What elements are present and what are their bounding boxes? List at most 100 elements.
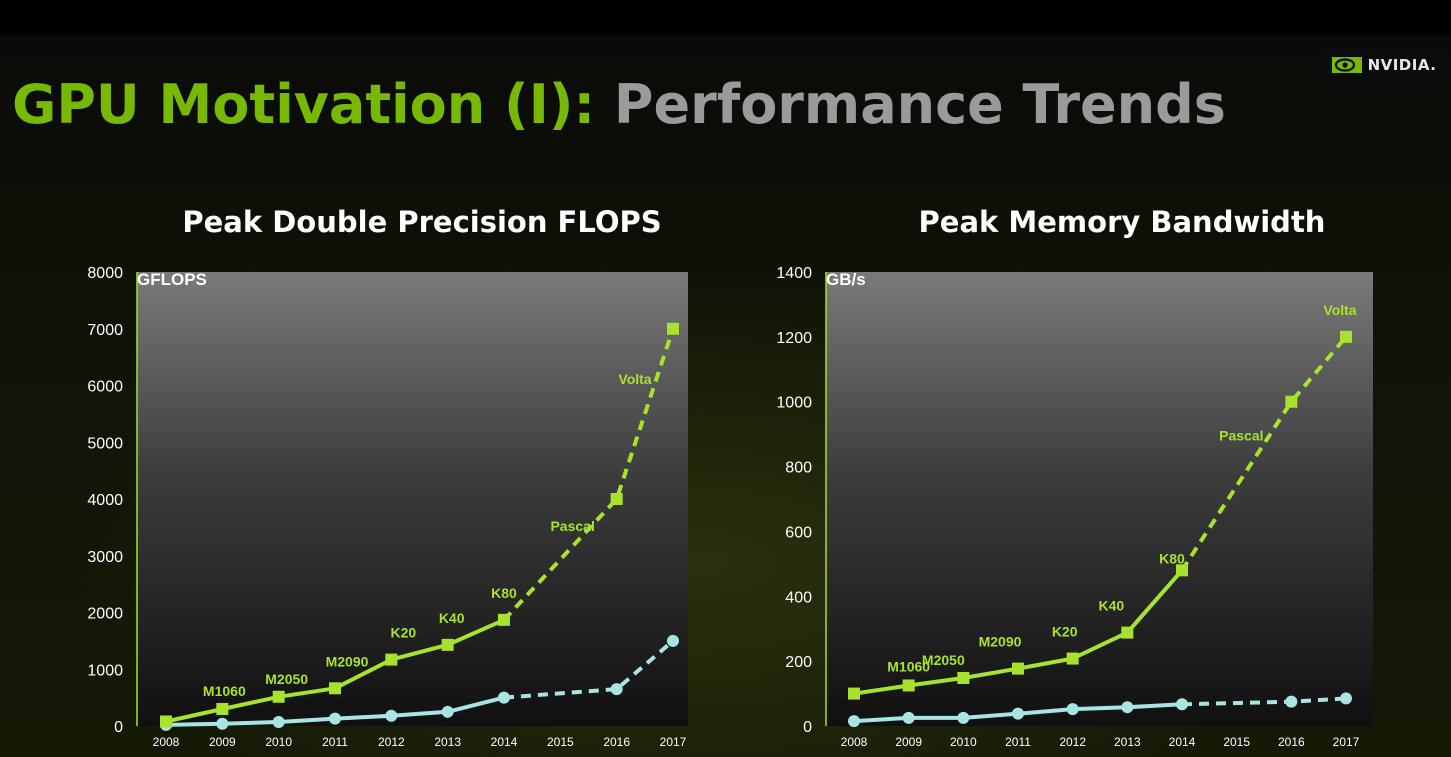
flops-point-label: K20	[390, 625, 416, 641]
flops-circle-point	[667, 634, 679, 647]
flops-y-tick-label: 4000	[87, 492, 123, 509]
bandwidth-point-label: Volta	[1323, 302, 1356, 318]
flops-circle-point	[329, 712, 341, 725]
flops-x-tick-label: 2009	[209, 735, 236, 749]
flops-square-point	[216, 702, 229, 715]
bandwidth-circle-point	[1176, 698, 1188, 711]
bandwidth-circle-point	[1066, 703, 1079, 716]
bandwidth-chart-title: Peak Memory Bandwidth	[918, 205, 1326, 239]
bandwidth-point-label: M1060	[887, 658, 930, 674]
flops-x-tick-label: 2011	[322, 735, 348, 749]
flops-circle-point	[498, 691, 510, 704]
flops-square-point	[667, 322, 679, 335]
flops-point-label: K40	[439, 610, 465, 626]
bandwidth-x-tick-label: 2008	[841, 735, 868, 749]
flops-y-tick-label: 3000	[87, 549, 123, 566]
bandwidth-y-tick-label: 800	[785, 460, 812, 477]
flops-circle-point	[216, 717, 229, 730]
bandwidth-x-tick-label: 2017	[1333, 735, 1360, 749]
bandwidth-x-tick-label: 2012	[1059, 735, 1086, 749]
flops-plot-area	[137, 272, 688, 726]
bandwidth-circle-point	[957, 711, 970, 724]
flops-square-point	[272, 690, 285, 703]
flops-y-tick-label: 5000	[87, 435, 123, 452]
bandwidth-square-point	[1012, 662, 1024, 675]
bandwidth-square-point	[1121, 626, 1134, 639]
bandwidth-y-tick-label: 1000	[776, 395, 812, 412]
bandwidth-x-tick-label: 2013	[1114, 735, 1141, 749]
bandwidth-square-point	[1176, 564, 1188, 577]
flops-circle-point	[272, 716, 285, 729]
flops-x-tick-label: 2008	[153, 735, 180, 749]
bandwidth-circle-point	[1340, 692, 1352, 705]
flops-y-tick-label: 2000	[87, 606, 123, 623]
flops-chart-title: Peak Double Precision FLOPS	[182, 205, 662, 239]
flops-square-point	[160, 715, 172, 728]
slide-title: GPU Motivation (I): Performance Trends	[12, 72, 1226, 138]
bandwidth-circle-point	[1285, 695, 1298, 708]
bandwidth-square-point	[1285, 395, 1298, 408]
bandwidth-circle-point	[902, 711, 915, 724]
flops-x-tick-label: 2015	[547, 735, 574, 749]
flops-y-tick-label: 1000	[87, 662, 123, 679]
flops-square-point	[441, 638, 454, 651]
bandwidth-y-tick-label: 200	[785, 654, 812, 671]
flops-y-tick-label: 0	[114, 719, 123, 736]
bandwidth-x-tick-label: 2010	[950, 735, 977, 749]
flops-circle-point	[385, 709, 398, 722]
flops-square-point	[385, 653, 398, 666]
bandwidth-square-point	[902, 679, 915, 692]
bandwidth-square-point	[957, 672, 970, 685]
flops-x-tick-label: 2014	[491, 735, 518, 749]
slide-title-main: GPU Motivation (I):	[12, 73, 596, 136]
flops-point-label: M2090	[326, 653, 369, 669]
bandwidth-x-tick-label: 2009	[895, 735, 922, 749]
flops-circle-point	[441, 705, 454, 718]
bandwidth-y-tick-label: 1200	[776, 330, 812, 347]
bandwidth-point-label: Pascal	[1219, 428, 1263, 444]
bandwidth-square-point	[1340, 330, 1352, 343]
flops-y-tick-label: 6000	[87, 379, 123, 396]
bandwidth-circle-point	[1121, 701, 1134, 714]
bandwidth-series-square-dashed-line	[1180, 335, 1348, 572]
slide-title-sub: Performance Trends	[613, 73, 1226, 136]
bandwidth-square-point	[848, 687, 860, 700]
bandwidth-point-label: M2050	[922, 652, 965, 668]
flops-point-label: Volta	[618, 371, 651, 387]
bandwidth-y-tick-label: 400	[785, 589, 812, 606]
flops-series-circle-dashed-line	[503, 639, 675, 700]
flops-x-tick-label: 2016	[603, 735, 630, 749]
flops-point-label: Pascal	[550, 518, 594, 534]
flops-y-tick-label: 8000	[87, 265, 123, 282]
bandwidth-circle-point	[1012, 707, 1024, 720]
flops-square-point	[610, 493, 623, 505]
flops-point-label: K80	[491, 585, 517, 601]
bandwidth-plot-area	[826, 272, 1373, 726]
bandwidth-point-label: M2090	[979, 634, 1022, 650]
flops-point-label: M1060	[203, 683, 246, 699]
bandwidth-unit-label: GB/s	[826, 270, 866, 289]
top-bar	[0, 0, 1451, 34]
flops-x-tick-label: 2012	[378, 735, 405, 749]
bandwidth-point-label: K20	[1052, 624, 1078, 640]
flops-x-tick-label: 2010	[265, 735, 292, 749]
flops-square-point	[329, 682, 341, 695]
bandwidth-x-tick-label: 2016	[1278, 735, 1305, 749]
flops-circle-point	[610, 683, 623, 696]
bandwidth-x-tick-label: 2015	[1223, 735, 1250, 749]
nvidia-eye-icon	[1331, 57, 1362, 73]
bandwidth-square-point	[1066, 652, 1079, 665]
bandwidth-x-tick-label: 2014	[1169, 735, 1196, 749]
flops-y-tick-label: 7000	[87, 322, 123, 339]
bandwidth-point-label: K80	[1159, 550, 1185, 566]
bandwidth-point-label: K40	[1098, 598, 1124, 614]
bandwidth-y-tick-label: 600	[785, 524, 812, 541]
flops-x-tick-label: 2017	[660, 735, 687, 749]
bandwidth-y-tick-label: 1400	[776, 265, 812, 282]
nvidia-logo-text: NVIDIA.	[1367, 56, 1437, 74]
nvidia-logo: NVIDIA.	[1320, 44, 1448, 86]
bandwidth-x-tick-label: 2011	[1005, 735, 1031, 749]
bandwidth-circle-point	[848, 715, 860, 728]
